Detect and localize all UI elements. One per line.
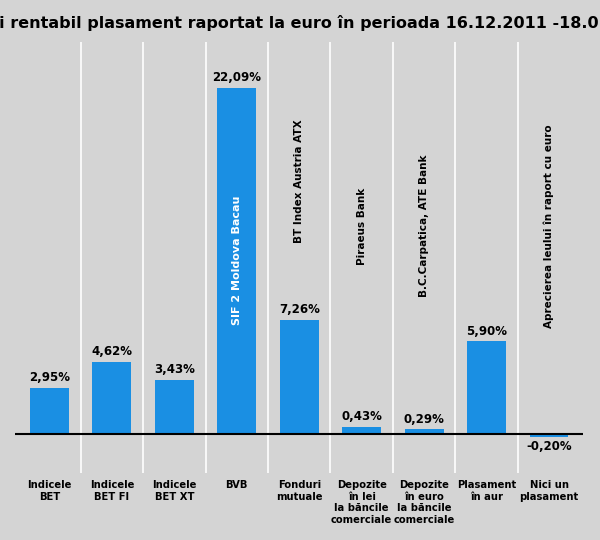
- Bar: [280, 320, 319, 434]
- Bar: [143, 42, 206, 473]
- Bar: [405, 429, 443, 434]
- Bar: [92, 362, 131, 434]
- Bar: [393, 42, 455, 473]
- Text: Piraeus Bank: Piraeus Bank: [357, 187, 367, 265]
- Bar: [217, 87, 256, 434]
- Bar: [467, 341, 506, 434]
- Bar: [80, 42, 143, 473]
- Text: SIF 2 Moldova Bacau: SIF 2 Moldova Bacau: [232, 196, 242, 326]
- Text: -0,20%: -0,20%: [526, 440, 572, 453]
- Bar: [518, 42, 580, 473]
- Text: 2,95%: 2,95%: [29, 371, 70, 384]
- Text: BT Index Austria ATX: BT Index Austria ATX: [294, 119, 304, 243]
- Text: 4,62%: 4,62%: [91, 345, 133, 357]
- Text: B.C.Carpatica, ATE Bank: B.C.Carpatica, ATE Bank: [419, 155, 429, 298]
- Bar: [18, 42, 80, 473]
- Text: 3,43%: 3,43%: [154, 363, 195, 376]
- Bar: [530, 434, 568, 437]
- Text: 0,29%: 0,29%: [404, 413, 445, 426]
- Text: 22,09%: 22,09%: [212, 71, 261, 84]
- Bar: [343, 427, 381, 434]
- Bar: [331, 42, 393, 473]
- Text: 5,90%: 5,90%: [466, 325, 507, 338]
- Bar: [30, 388, 69, 434]
- Bar: [268, 42, 331, 473]
- Bar: [155, 380, 194, 434]
- Text: Aprecierea leului în raport cu euro: Aprecierea leului în raport cu euro: [544, 124, 554, 328]
- Bar: [455, 42, 518, 473]
- Title: Cel mai rentabil plasament raportat la euro în perioada 16.12.2011 -18.01.2012: Cel mai rentabil plasament raportat la e…: [0, 15, 600, 31]
- Text: 7,26%: 7,26%: [279, 303, 320, 316]
- Bar: [206, 42, 268, 473]
- Text: 0,43%: 0,43%: [341, 410, 382, 423]
